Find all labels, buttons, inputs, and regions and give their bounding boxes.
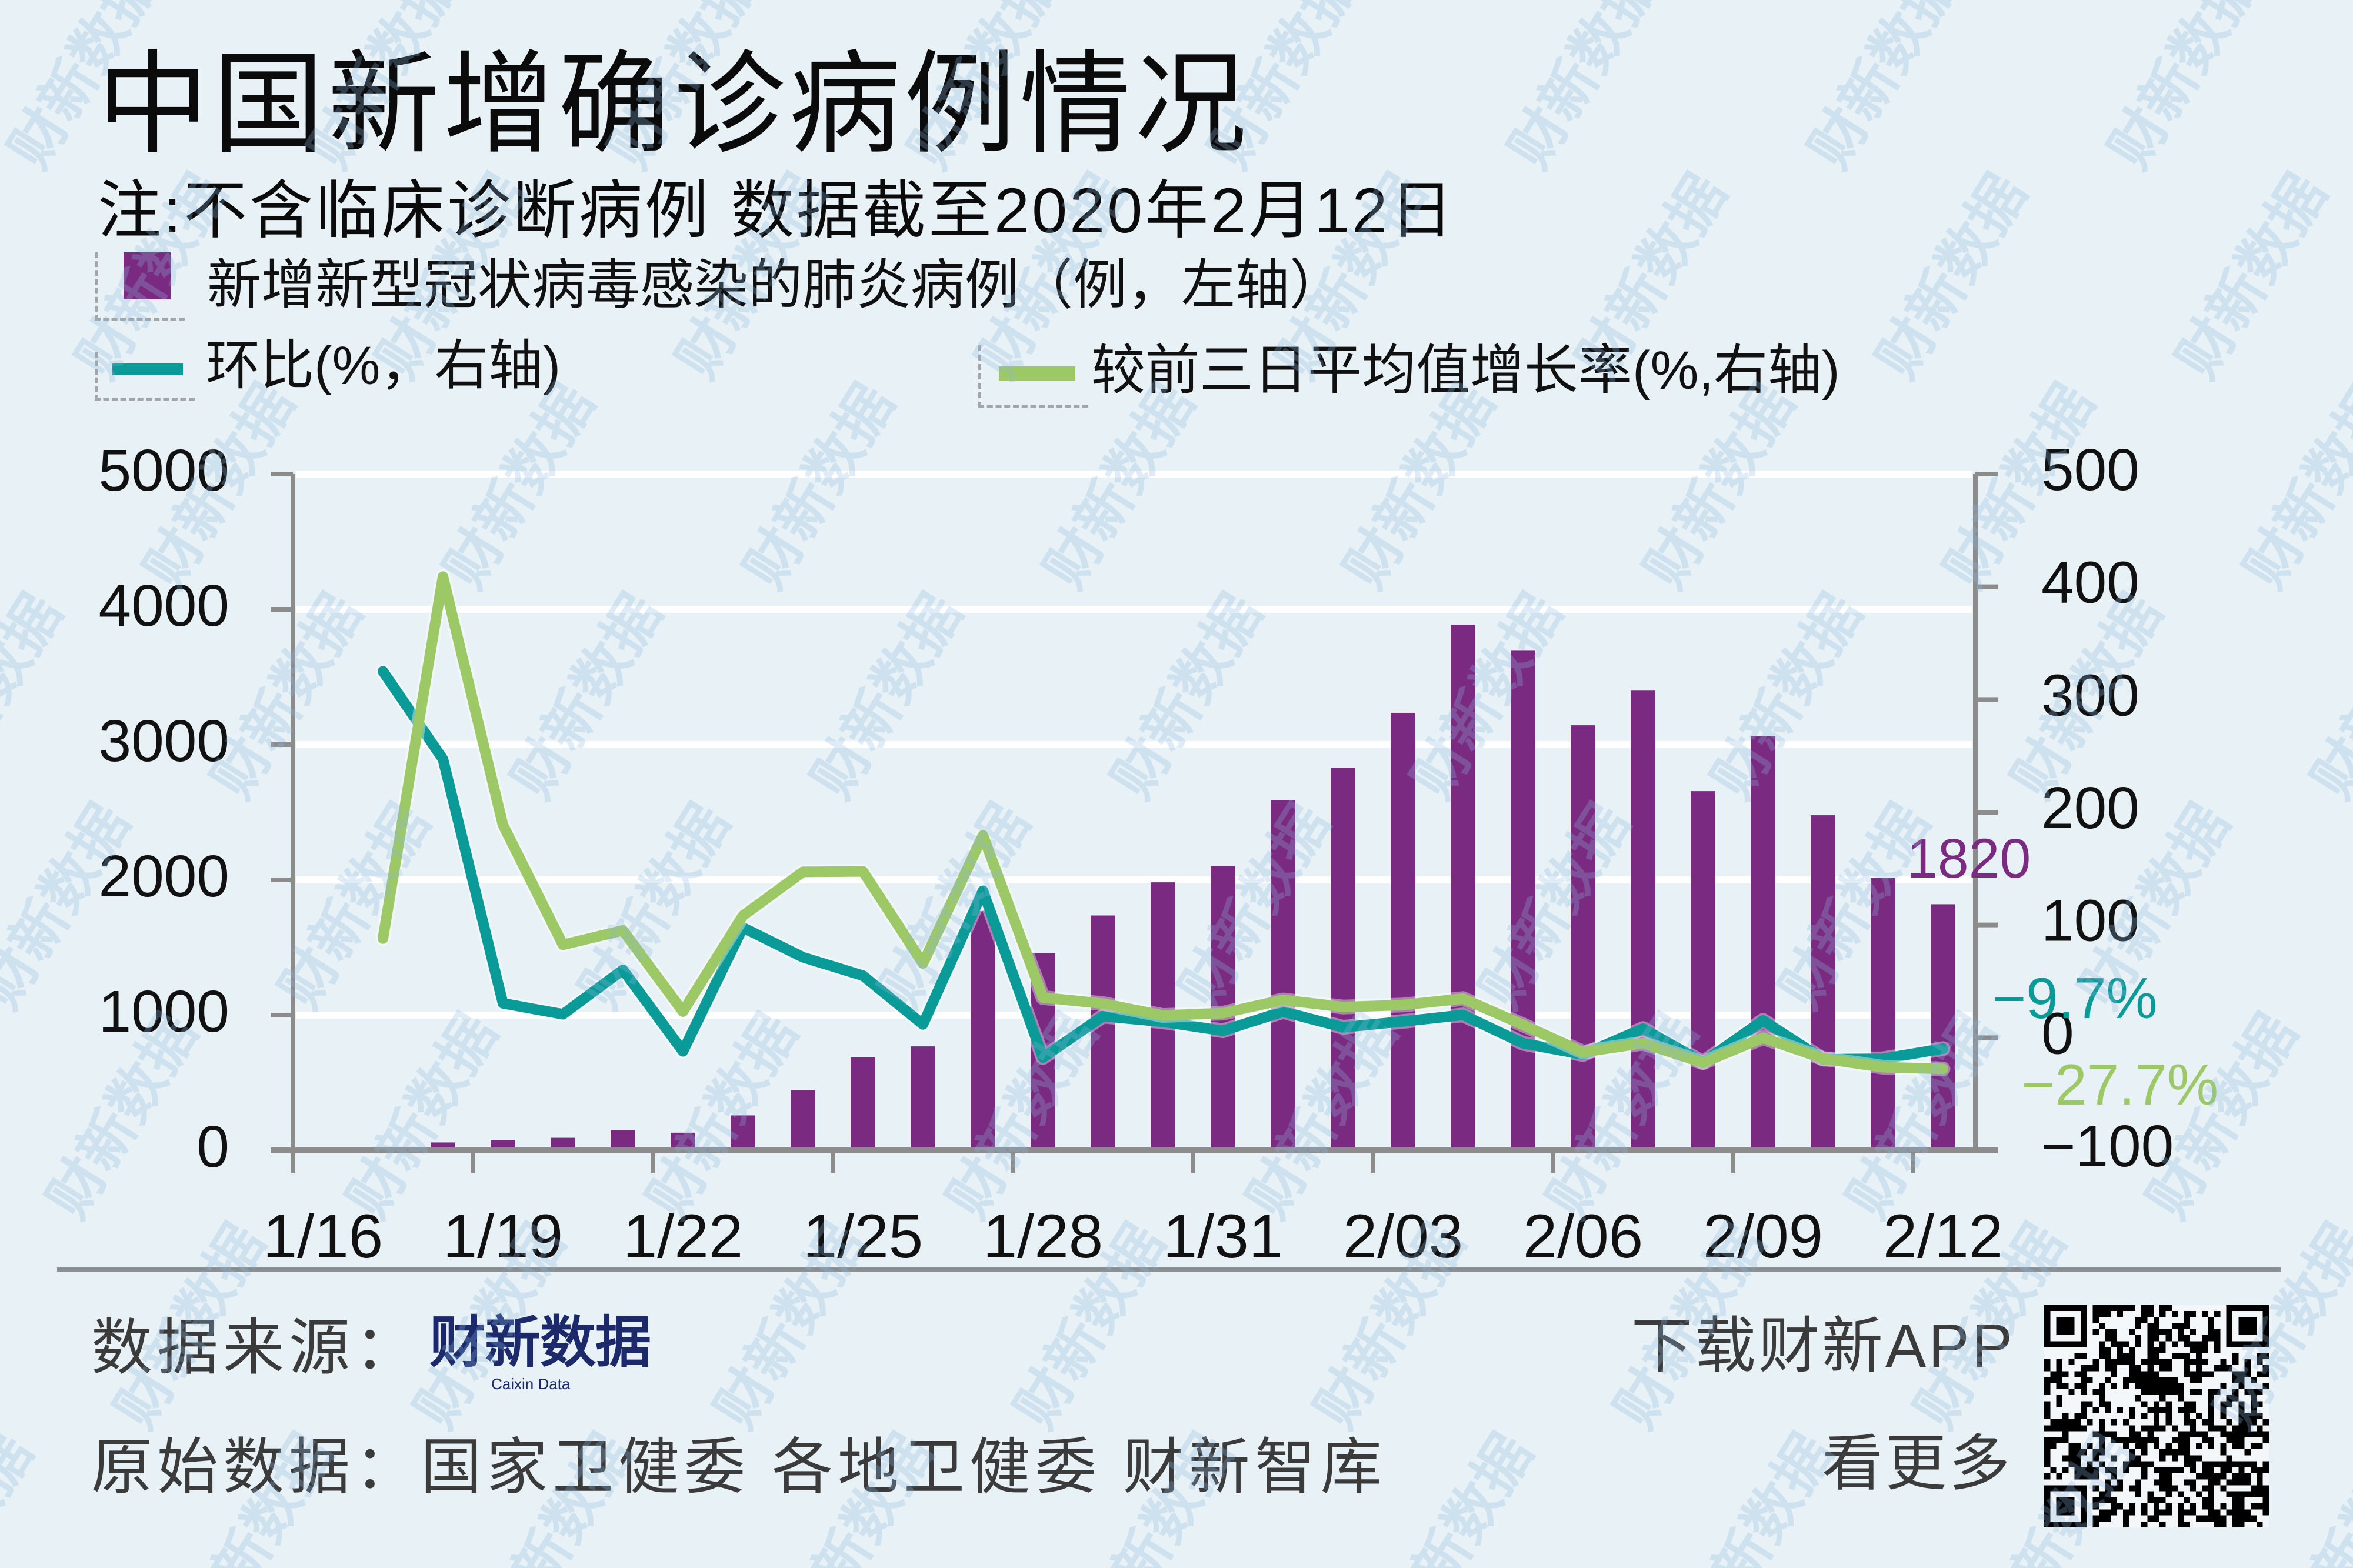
- bar-swatch-icon: [124, 252, 171, 299]
- axes: [271, 472, 1998, 1173]
- line-swatch-icon: [112, 363, 183, 375]
- bar: [551, 1137, 575, 1150]
- value-annotation: −27.7%: [2021, 1052, 2218, 1117]
- bar-series: [311, 624, 1955, 1150]
- footer-divider: [57, 1267, 2281, 1272]
- right-axis-label: 0: [2041, 1000, 2074, 1066]
- see-more-text: 看更多: [1821, 1430, 2012, 1498]
- bar: [1931, 904, 1955, 1150]
- legend-bracket: [95, 252, 185, 321]
- legend-bracket: [95, 352, 195, 401]
- x-axis-label: 1/22: [623, 1202, 743, 1271]
- logo-text-en: Caixin Data: [491, 1375, 571, 1393]
- left-axis-label: 5000: [99, 438, 229, 503]
- bar: [1811, 815, 1835, 1150]
- right-axis-label: 200: [2041, 775, 2139, 841]
- bar: [851, 1057, 875, 1150]
- legend-label: 较前三日平均值增长率(%,右轴): [1091, 341, 1840, 401]
- x-axis-label: 2/06: [1523, 1202, 1643, 1271]
- value-annotation: −9.7%: [1992, 966, 2158, 1030]
- legend-label: 环比(%，右轴): [206, 336, 561, 396]
- x-axis-label: 1/16: [263, 1202, 383, 1271]
- page-title: 中国新增确诊病例情况: [97, 42, 1251, 167]
- bar: [911, 1046, 935, 1150]
- left-axis-label: 2000: [99, 843, 229, 909]
- bar: [1391, 712, 1415, 1150]
- download-app-text: 下载财新APP: [1631, 1312, 2015, 1380]
- bar: [1271, 800, 1295, 1150]
- bar: [1751, 736, 1775, 1150]
- right-axis-label: 400: [2041, 550, 2139, 616]
- right-axis-label: 100: [2041, 888, 2139, 954]
- right-axis-label: 500: [2041, 437, 2139, 503]
- line-series-2: [375, 569, 1951, 1076]
- x-axis-label: 2/03: [1343, 1202, 1463, 1271]
- x-axis-label: 2/12: [1883, 1202, 2003, 1271]
- x-axis-label: 1/25: [803, 1202, 923, 1271]
- qr-code-icon: [2044, 1305, 2269, 1527]
- left-axis-label: 3000: [99, 708, 229, 774]
- bar: [611, 1130, 635, 1150]
- bar: [971, 910, 995, 1150]
- left-axis-label: 1000: [99, 979, 229, 1045]
- bar: [671, 1132, 695, 1150]
- left-axis-label: 4000: [99, 573, 229, 639]
- bar: [1691, 791, 1715, 1150]
- bar: [1451, 624, 1475, 1150]
- line-path: [378, 571, 1948, 1075]
- page-subtitle: 注:不含临床诊断病例 数据截至2020年2月12日: [98, 175, 1456, 246]
- right-axis-label: −100: [2041, 1113, 2174, 1179]
- bar: [731, 1115, 755, 1150]
- bar: [791, 1090, 815, 1150]
- x-axis-label: 1/31: [1163, 1202, 1283, 1271]
- bar: [1571, 725, 1595, 1150]
- bar: [1631, 690, 1655, 1150]
- right-axis-label: 300: [2041, 662, 2139, 728]
- gridlines: [296, 471, 1972, 1019]
- bar: [1871, 878, 1895, 1150]
- line-swatch-icon: [999, 366, 1075, 381]
- raw-data-source: 原始数据：国家卫健委 各地卫健委 财新智库: [91, 1433, 1387, 1502]
- source-label: 数据来源：: [91, 1314, 421, 1382]
- left-axis-label: 0: [196, 1114, 229, 1180]
- x-axis-label: 1/19: [443, 1202, 563, 1271]
- legend-label: 新增新型冠状病毒感染的肺炎病例（例，左轴）: [207, 255, 1344, 315]
- axis-labels: 0 1000 2000 3000 4000 5000 −100 0 100 200 300 400 50…: [99, 437, 2174, 1271]
- logo-text-cn: 财新数据: [429, 1312, 651, 1374]
- x-axis-label: 2/09: [1703, 1202, 1823, 1271]
- bar: [1331, 768, 1355, 1150]
- x-axis-label: 1/28: [983, 1202, 1103, 1271]
- bar: [1511, 650, 1535, 1150]
- legend-bracket: [978, 345, 1088, 408]
- bar: [1091, 915, 1115, 1150]
- value-annotation: 1820: [1907, 828, 2031, 890]
- qr-code-pattern: [2044, 1305, 2269, 1527]
